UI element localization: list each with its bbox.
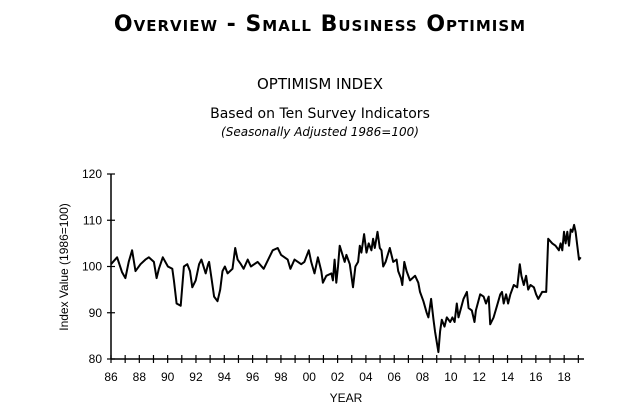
chart-note: (Seasonally Adjusted 1986=100)	[221, 125, 419, 139]
x-tick-label: 08	[416, 370, 430, 384]
x-tick-label: 04	[359, 370, 373, 384]
series-line	[110, 223, 582, 354]
y-tick-label: 80	[89, 352, 103, 366]
x-axis-label: YEAR	[330, 391, 363, 405]
x-tick-label: 14	[501, 370, 515, 384]
x-tick-label: 88	[133, 370, 147, 384]
chart-title: OPTIMISM INDEX	[257, 75, 383, 93]
x-tick-label: 96	[246, 370, 260, 384]
x-tick-label: 98	[274, 370, 288, 384]
x-tick-label: 02	[331, 370, 345, 384]
y-tick-label: 100	[82, 260, 102, 274]
chart-subtitle: Based on Ten Survey Indicators	[210, 106, 430, 122]
y-tick-label: 120	[82, 167, 102, 181]
y-axis-label: Index Value (1986=100)	[57, 203, 71, 331]
x-tick-label: 94	[218, 370, 232, 384]
x-tick-label: 00	[303, 370, 317, 384]
y-tick-label: 110	[83, 213, 102, 227]
x-tick-label: 10	[444, 370, 458, 384]
x-tick-label: 12	[473, 370, 487, 384]
x-tick-label: 86	[104, 370, 118, 384]
y-tick-label: 90	[89, 306, 103, 320]
x-tick-label: 06	[388, 370, 402, 384]
axes: 80 90 100 110 120 86 88 90 92 94 96 98 00 02 04 06 08 10 1…	[82, 167, 584, 384]
x-tick-label: 90	[161, 370, 175, 384]
x-tick-label: 18	[557, 370, 571, 384]
x-tick-label: 92	[189, 370, 203, 384]
page-title: Overview - Small Business Optimism	[113, 12, 527, 37]
x-tick-label: 16	[529, 370, 543, 384]
